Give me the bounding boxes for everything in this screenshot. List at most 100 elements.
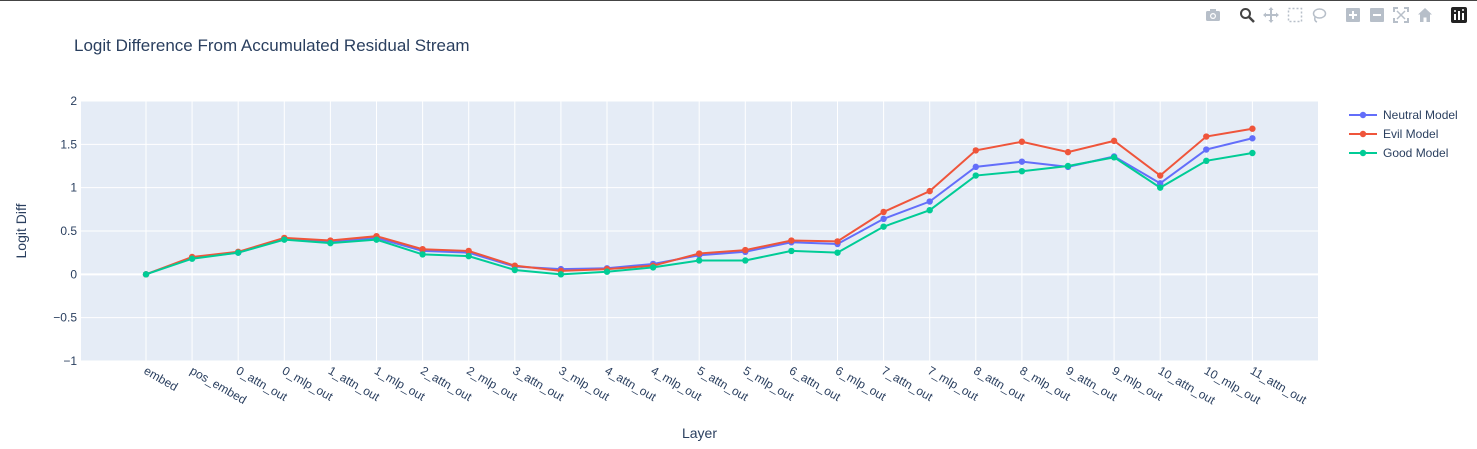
data-point (281, 236, 288, 243)
data-point (972, 172, 979, 179)
x-tick-label: embed (142, 363, 181, 393)
x-tick-label: 1_mlp_out (372, 363, 428, 403)
modebar (1201, 4, 1471, 26)
data-point (649, 264, 657, 271)
data-point (926, 207, 933, 214)
data-point (696, 250, 703, 257)
legend-swatch-marker (1359, 130, 1367, 138)
x-tick-label: 5_mlp_out (741, 363, 797, 403)
x-tick-label: 8_attn_out (971, 363, 1028, 404)
data-point (1157, 172, 1164, 179)
data-point (465, 252, 472, 260)
window-top-border (0, 0, 1477, 1)
x-tick-label: 1_attn_out (326, 363, 383, 404)
legend: Neutral Model Evil Model Good Model (1349, 108, 1458, 160)
series-good-model (142, 149, 1256, 278)
data-point (1203, 146, 1210, 153)
x-tick-label: 4_mlp_out (649, 363, 705, 403)
y-axis-label: Logit Diff (13, 203, 29, 258)
pan-icon[interactable] (1261, 5, 1281, 25)
legend-swatch-marker (1359, 111, 1367, 119)
data-point (972, 147, 979, 154)
x-tick-label: 4_attn_out (603, 363, 660, 404)
data-point (1249, 135, 1256, 142)
data-point (926, 198, 933, 205)
x-tick-label: 2_attn_out (418, 363, 475, 404)
data-point (1110, 154, 1118, 161)
legend-item[interactable]: Neutral Model (1349, 108, 1458, 122)
data-point (511, 266, 518, 274)
x-tick-label: 7_attn_out (879, 363, 936, 404)
legend-swatch-marker (1359, 149, 1367, 157)
zoom-icon[interactable] (1237, 5, 1257, 25)
legend-item[interactable]: Evil Model (1349, 127, 1438, 141)
x-axis-ticks: embed pos_embed0_attn_out0_mlp_out1_attn_… (142, 363, 1310, 407)
x-tick-label: 3_attn_out (510, 363, 567, 404)
series-lines (142, 125, 1256, 278)
x-tick-label: 0_mlp_out (280, 363, 336, 403)
data-point (373, 236, 380, 243)
data-point (235, 249, 242, 256)
data-point (1018, 158, 1026, 165)
plotly-logo-icon[interactable] (1449, 5, 1469, 25)
data-point (557, 271, 565, 278)
data-point (188, 255, 196, 262)
data-point (972, 163, 979, 171)
data-point (880, 215, 887, 223)
box-select-icon[interactable] (1285, 5, 1305, 25)
zoom-in-icon[interactable] (1343, 5, 1363, 25)
zoom-out-icon[interactable] (1367, 5, 1387, 25)
data-point (788, 247, 795, 255)
data-point (465, 247, 472, 255)
x-tick-label: 6_attn_out (787, 363, 844, 404)
data-point (419, 251, 426, 258)
y-tick-label: −0.5 (53, 311, 77, 325)
data-point (1110, 137, 1118, 145)
x-tick-label: 5_attn_out (695, 363, 752, 404)
data-point (1018, 168, 1026, 175)
x-tick-label: 7_mlp_out (925, 363, 981, 403)
data-point (1157, 184, 1164, 191)
data-point (742, 257, 749, 264)
legend-item[interactable]: Good Model (1349, 146, 1448, 160)
data-point (1249, 125, 1256, 132)
data-point (880, 208, 887, 216)
y-tick-label: 0 (70, 267, 77, 281)
data-point (1064, 162, 1072, 170)
data-point (1203, 157, 1210, 164)
y-tick-label: −1 (63, 354, 77, 368)
y-axis-ticks: −1 −0.5 0 0.5 1 1.5 2 (53, 94, 77, 368)
data-point (1203, 133, 1210, 140)
autoscale-icon[interactable] (1391, 5, 1411, 25)
y-tick-label: 2 (70, 94, 77, 108)
data-point (926, 187, 933, 195)
camera-icon[interactable] (1203, 5, 1223, 25)
data-point (742, 246, 749, 254)
x-tick-label: 6_mlp_out (833, 363, 889, 403)
data-point (142, 271, 150, 278)
data-point (834, 238, 841, 245)
legend-label: Evil Model (1383, 127, 1438, 141)
y-tick-label: 1 (70, 181, 77, 195)
reset-axes-icon[interactable] (1415, 5, 1435, 25)
gridlines (81, 100, 1318, 362)
x-tick-label: 9_mlp_out (1110, 363, 1166, 403)
legend-label: Neutral Model (1383, 108, 1458, 122)
data-point (788, 237, 795, 244)
data-point (327, 239, 334, 247)
data-point (834, 249, 841, 256)
chart-title: Logit Difference From Accumulated Residu… (74, 36, 470, 55)
data-point (1064, 148, 1072, 156)
x-tick-label: 2_mlp_out (464, 363, 520, 403)
y-tick-label: 1.5 (60, 137, 77, 151)
data-point (603, 268, 611, 275)
x-tick-label: 3_mlp_out (556, 363, 612, 403)
data-point (696, 257, 703, 264)
data-point (880, 223, 887, 230)
legend-label: Good Model (1383, 146, 1448, 160)
x-tick-label: 8_mlp_out (1017, 363, 1073, 403)
data-point (419, 246, 426, 253)
lasso-icon[interactable] (1309, 5, 1329, 25)
data-point (1018, 138, 1026, 145)
